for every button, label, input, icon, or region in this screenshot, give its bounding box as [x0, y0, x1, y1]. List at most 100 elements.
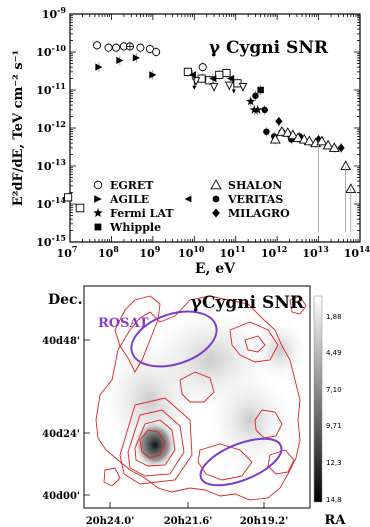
- data-point: [292, 132, 304, 142]
- map-title: γCygni SNR: [191, 293, 305, 313]
- rosat-label: ROSAT: [98, 316, 149, 331]
- data-point: [112, 43, 121, 52]
- data-point: [215, 70, 224, 79]
- data-point: [252, 92, 259, 100]
- data-point: [257, 86, 264, 94]
- tick-label: 108: [98, 244, 119, 260]
- tick-label: 10-11: [36, 81, 66, 97]
- bright-core: [133, 420, 177, 470]
- tick-label: 1013: [302, 244, 329, 260]
- legend-label: Fermi LAT: [110, 207, 174, 220]
- red-contours: [95, 295, 307, 501]
- data-point: [125, 42, 135, 51]
- data-point: [276, 126, 288, 136]
- ra-tick-label: 20h24.0': [86, 516, 135, 527]
- data-point: [209, 74, 217, 83]
- series: [125, 41, 135, 52]
- data-point: [316, 135, 328, 146]
- upper-limit-arrowhead: [192, 85, 197, 90]
- ra-tick-label: 20h21.6': [164, 516, 213, 527]
- tick-label: 10-12: [36, 119, 66, 135]
- colorbar-labels: 1,88 4,49 7,10 9,71 12,3 14,8: [326, 313, 342, 504]
- data-point: [152, 47, 161, 57]
- spectrum-plot: 107 108 109 1010 1011 1012 1013 1014 10-15 10-14…: [11, 5, 370, 277]
- data-points: [64, 40, 357, 232]
- data-point: [75, 203, 85, 213]
- data-point: [93, 180, 103, 190]
- data-point: [212, 208, 220, 218]
- data-point: [94, 195, 102, 203]
- data-point: [222, 68, 231, 78]
- ellipse-north: [130, 310, 218, 368]
- data-point: [104, 43, 113, 52]
- data-point: [303, 135, 315, 146]
- colorbar-label: 1,88: [326, 313, 342, 321]
- legend-label: EGRET: [110, 179, 154, 192]
- data-point: [282, 127, 294, 137]
- series: [64, 66, 242, 203]
- colorbar-label: 4,49: [326, 349, 342, 357]
- series: [95, 52, 157, 80]
- legend-label: Whipple: [109, 221, 161, 234]
- y-axis-label: E²dF/dE, TeV cm⁻² s⁻¹: [11, 50, 26, 206]
- tick-label: 10-14: [36, 195, 66, 211]
- tick-label: 10-13: [36, 157, 66, 173]
- data-point: [183, 67, 192, 76]
- plot-frame: [69, 13, 361, 243]
- ra-tick-label: 20h19.2': [240, 516, 289, 527]
- data-point: [132, 54, 140, 62]
- data-point: [269, 133, 281, 144]
- data-point: [93, 208, 103, 217]
- dec-tick-labels: 40d48' 40d24' 40d00': [42, 336, 90, 502]
- data-point: [263, 128, 270, 135]
- data-point: [328, 142, 340, 152]
- dec-tick-label: 40d00': [42, 491, 80, 502]
- colorbar: [313, 295, 323, 503]
- data-point: [136, 43, 145, 52]
- data-point: [209, 82, 219, 92]
- dec-tick-label: 40d24': [42, 429, 80, 440]
- colorbar-label: 9,71: [326, 422, 342, 430]
- legend-label: VERITAS: [227, 193, 283, 206]
- data-point: [337, 143, 345, 153]
- axis-ticks: [69, 13, 361, 243]
- data-point: [94, 223, 102, 231]
- data-point: [253, 105, 263, 114]
- data-point: [224, 81, 234, 91]
- data-point: [198, 63, 207, 72]
- ra-label: RA: [325, 513, 347, 527]
- highlight-ellipses: [130, 310, 283, 487]
- data-point: [212, 195, 220, 203]
- x-tick-labels: 107 108 109 1010 1011 1012 1013 1014: [57, 244, 370, 260]
- tick-label: 107: [57, 244, 78, 260]
- legend-label: AGILE: [109, 193, 149, 206]
- tick-label: 10-9: [42, 5, 67, 21]
- legend-label: SHALON: [228, 179, 282, 192]
- tick-label: 10-15: [36, 233, 66, 249]
- colorbar-label: 14,8: [326, 496, 342, 504]
- dec-label: Dec.: [48, 292, 82, 308]
- data-point: [93, 41, 102, 50]
- data-point: [275, 116, 283, 126]
- tick-label: 1012: [261, 244, 287, 260]
- data-point: [210, 179, 222, 190]
- data-point: [226, 74, 235, 83]
- series: [93, 40, 207, 73]
- data-point: [249, 105, 259, 114]
- data-point: [238, 82, 248, 92]
- series: [191, 76, 248, 92]
- data-point: [322, 139, 334, 150]
- data-point: [95, 63, 103, 71]
- rosat-map: Dec. γCygni SNR ROSAT RA 40d48'40d24'40d…: [42, 285, 347, 527]
- data-point: [149, 71, 157, 79]
- chart-title: γ Cygni SNR: [209, 38, 329, 58]
- data-point: [64, 193, 73, 202]
- series: [257, 85, 264, 95]
- upper-limit-arrowhead: [231, 89, 236, 94]
- series: [246, 96, 263, 115]
- data-point: [261, 106, 268, 114]
- tick-label: 1014: [344, 244, 370, 260]
- colorbar-label: 12,3: [326, 459, 342, 467]
- data-point: [184, 195, 192, 203]
